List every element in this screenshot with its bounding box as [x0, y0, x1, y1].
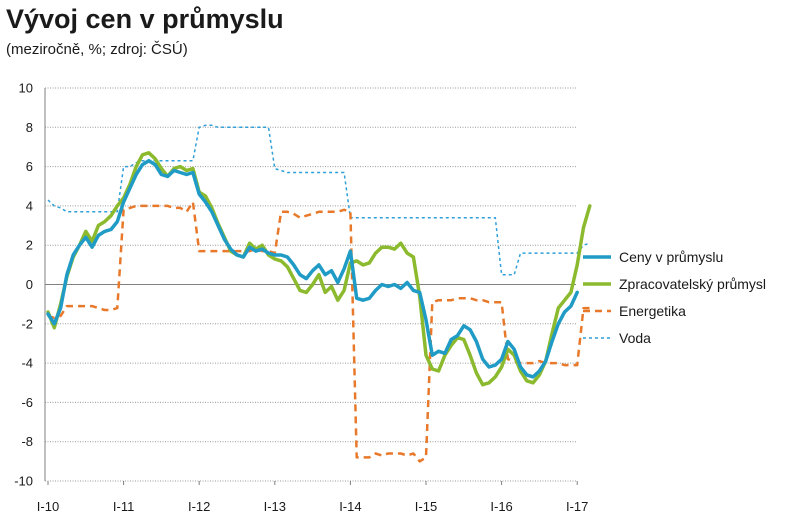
y-tick-label: -2: [21, 316, 33, 331]
x-tick-label: I-12: [188, 499, 210, 514]
y-tick-label: -4: [21, 356, 33, 371]
x-tick-label: I-13: [264, 499, 286, 514]
y-tick-label: 2: [26, 238, 33, 253]
y-tick-label: -6: [21, 395, 33, 410]
x-tick-label: I-11: [113, 499, 134, 514]
y-tick-label: 0: [26, 277, 33, 292]
series-line-1: [46, 158, 579, 379]
y-tick-label: 4: [26, 198, 33, 213]
x-tick-label: I-16: [490, 499, 512, 514]
series-line-4: [47, 124, 591, 276]
y-tick-label: 8: [26, 120, 33, 135]
x-tick-label: I-14: [339, 499, 361, 514]
legend-label: Zpracovatelský průmysl: [619, 276, 766, 292]
series-line-3: [47, 200, 590, 463]
y-tick-label: -10: [14, 474, 33, 489]
legend-label: Energetika: [619, 303, 686, 319]
x-tick-label: I-10: [37, 499, 59, 514]
legend-label: Ceny v průmyslu: [619, 249, 723, 265]
x-tick-label: I-15: [415, 499, 437, 514]
legend-label: Voda: [619, 330, 651, 346]
y-tick-label: 10: [19, 81, 33, 96]
series-line-2: [46, 151, 592, 387]
chart-subtitle: (meziročně, %; zdroj: ČSÚ): [6, 41, 188, 58]
x-tick-label: I-17: [566, 499, 588, 514]
y-tick-label: -8: [21, 434, 33, 449]
chart-title: Vývoj cen v průmyslu: [6, 4, 284, 34]
y-tick-label: 6: [26, 159, 33, 174]
